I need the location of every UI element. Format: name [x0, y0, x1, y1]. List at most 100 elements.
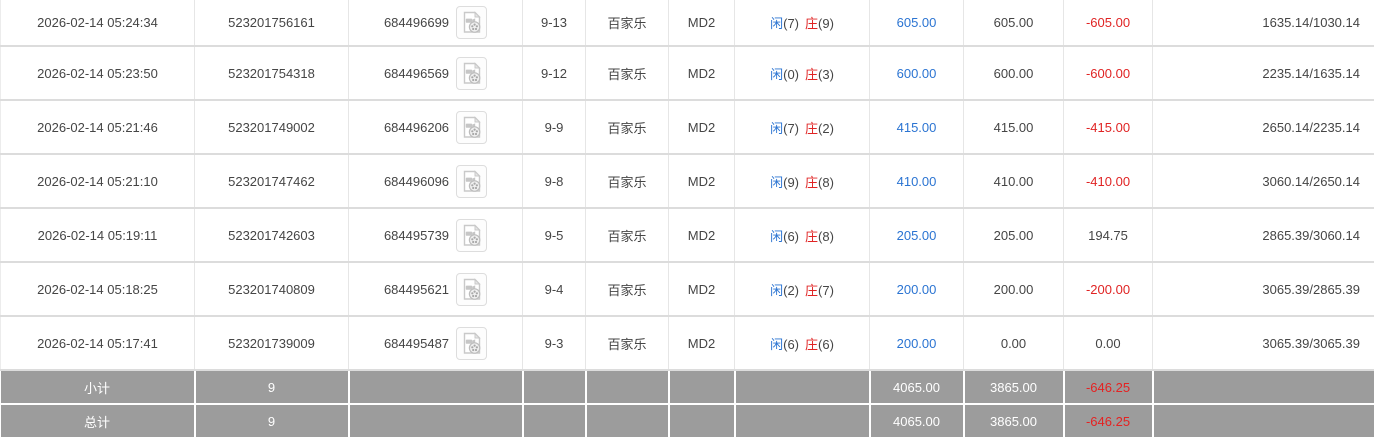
game-no-text: 684495739	[383, 227, 450, 243]
bet-amount-cell[interactable]: 200.00	[869, 262, 964, 317]
valid-bet-cell: 605.00	[963, 0, 1064, 47]
player-label: 闲	[770, 174, 784, 190]
footer-empty-cell	[522, 404, 587, 439]
video-file-icon	[463, 331, 481, 354]
video-replay-button[interactable]	[456, 218, 488, 252]
order-no-cell: 523201749002	[194, 100, 349, 155]
player-score: (2)	[783, 282, 799, 298]
bet-amount-cell[interactable]: 415.00	[869, 100, 964, 155]
game-type-cell: 百家乐	[585, 154, 669, 209]
game-no-cell: 684496206	[348, 100, 523, 155]
round-cell: 9-12	[522, 46, 586, 101]
banker-score: (8)	[818, 174, 834, 190]
video-file-icon	[463, 169, 481, 192]
footer-empty-cell	[1152, 370, 1374, 405]
banker-score: (8)	[818, 228, 834, 244]
bet-amount-cell[interactable]: 200.00	[869, 316, 964, 371]
video-replay-button[interactable]	[456, 110, 488, 144]
player-score: (7)	[783, 16, 799, 31]
banker-label: 庄	[805, 16, 819, 31]
game-type-cell: 百家乐	[585, 316, 669, 371]
bet-record-row: 2026-02-14 05:18:25 523201740809 6844956…	[0, 262, 1374, 317]
bet-record-row: 2026-02-14 05:17:41 523201739009 6844954…	[0, 316, 1374, 371]
table-id-cell: MD2	[668, 316, 735, 371]
bet-time-cell: 2026-02-14 05:21:46	[0, 100, 195, 155]
result-cell: 闲(0) 庄(3)	[734, 46, 870, 101]
video-file-icon	[463, 61, 481, 84]
game-type-cell: 百家乐	[585, 208, 669, 263]
subtotal-count: 9	[194, 370, 350, 405]
footer-empty-cell	[1152, 404, 1374, 439]
player-score: (0)	[783, 66, 799, 82]
balance-cell: 3065.39/3065.39	[1152, 316, 1374, 371]
table-id-cell: MD2	[668, 100, 735, 155]
bet-amount-cell[interactable]: 205.00	[869, 208, 964, 263]
table-id-cell: MD2	[668, 154, 735, 209]
subtotal-label: 小计	[0, 370, 196, 405]
banker-label: 庄	[805, 336, 819, 352]
order-no-cell: 523201756161	[194, 0, 349, 47]
game-no-text: 684496569	[383, 65, 450, 81]
footer-empty-cell	[585, 404, 670, 439]
round-cell: 9-5	[522, 208, 586, 263]
order-no-cell: 523201747462	[194, 154, 349, 209]
banker-label: 庄	[805, 282, 819, 298]
winloss-cell: -415.00	[1063, 100, 1153, 155]
order-no-cell: 523201740809	[194, 262, 349, 317]
bet-amount-cell[interactable]: 605.00	[869, 0, 964, 47]
bet-time-cell: 2026-02-14 05:18:25	[0, 262, 195, 317]
winloss-cell: -200.00	[1063, 262, 1153, 317]
order-no-cell: 523201754318	[194, 46, 349, 101]
player-label: 闲	[770, 66, 784, 82]
table-id-cell: MD2	[668, 0, 735, 47]
total-valid-total: 3865.00	[963, 404, 1065, 439]
bet-record-row: 2026-02-14 05:24:34 523201756161 6844966…	[0, 0, 1374, 47]
video-replay-button[interactable]	[456, 56, 488, 90]
round-cell: 9-4	[522, 262, 586, 317]
player-label: 闲	[770, 16, 784, 31]
footer-empty-cell	[734, 370, 871, 405]
video-replay-button[interactable]	[456, 6, 488, 39]
bet-time-cell: 2026-02-14 05:24:34	[0, 0, 195, 47]
video-replay-button[interactable]	[456, 272, 488, 306]
total-label: 总计	[0, 404, 196, 439]
round-cell: 9-3	[522, 316, 586, 371]
result-cell: 闲(7) 庄(9)	[734, 0, 870, 47]
winloss-cell: 194.75	[1063, 208, 1153, 263]
game-no-cell: 684495739	[348, 208, 523, 263]
game-type-cell: 百家乐	[585, 100, 669, 155]
bet-amount-cell[interactable]: 600.00	[869, 46, 964, 101]
bet-record-row: 2026-02-14 05:23:50 523201754318 6844965…	[0, 46, 1374, 101]
subtotal-valid-total: 3865.00	[963, 370, 1065, 405]
video-file-icon	[463, 223, 481, 246]
balance-cell: 3065.39/2865.39	[1152, 262, 1374, 317]
game-type-cell: 百家乐	[585, 262, 669, 317]
bet-record-row: 2026-02-14 05:21:46 523201749002 6844962…	[0, 100, 1374, 155]
banker-label: 庄	[805, 228, 819, 244]
valid-bet-cell: 205.00	[963, 208, 1064, 263]
winloss-cell: 0.00	[1063, 316, 1153, 371]
valid-bet-cell: 415.00	[963, 100, 1064, 155]
player-label: 闲	[770, 282, 784, 298]
table-id-cell: MD2	[668, 208, 735, 263]
winloss-cell: -605.00	[1063, 0, 1153, 47]
order-no-cell: 523201739009	[194, 316, 349, 371]
player-score: (6)	[783, 336, 799, 352]
subtotal-bet-total: 4065.00	[869, 370, 965, 405]
player-score: (9)	[783, 174, 799, 190]
balance-cell: 3060.14/2650.14	[1152, 154, 1374, 209]
round-cell: 9-13	[522, 0, 586, 47]
total-bet-total: 4065.00	[869, 404, 965, 439]
valid-bet-cell: 410.00	[963, 154, 1064, 209]
video-replay-button[interactable]	[456, 326, 488, 360]
bet-time-cell: 2026-02-14 05:19:11	[0, 208, 195, 263]
total-winloss-total: -646.25	[1063, 404, 1154, 439]
game-type-cell: 百家乐	[585, 46, 669, 101]
game-no-cell: 684495621	[348, 262, 523, 317]
video-replay-button[interactable]	[456, 164, 488, 198]
winloss-cell: -410.00	[1063, 154, 1153, 209]
subtotal-row: 小计 9 4065.00 3865.00 -646.25	[0, 370, 1374, 405]
bet-amount-cell[interactable]: 410.00	[869, 154, 964, 209]
footer-empty-cell	[348, 370, 524, 405]
